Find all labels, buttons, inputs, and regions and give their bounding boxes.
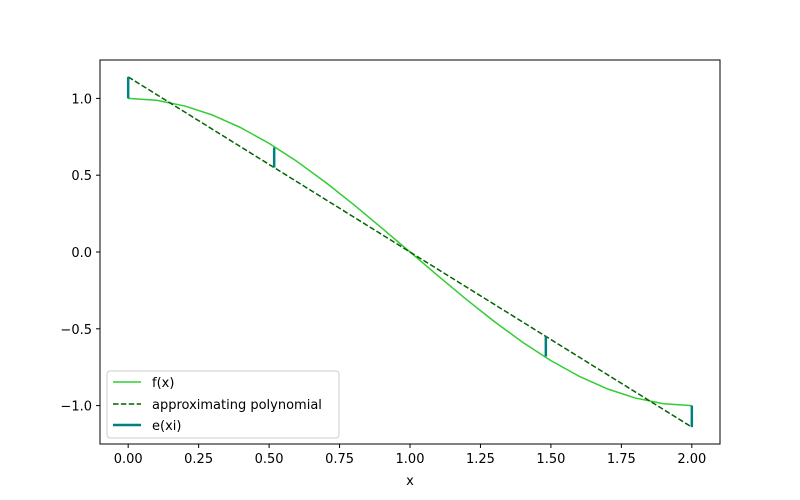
x-tick-label: 0.50 [255,452,284,467]
x-tick-label: 1.25 [466,452,495,467]
legend: f(x) approximating polynomial e(xi) [106,370,340,439]
x-ticks: 0.00 0.25 0.50 0.75 1.00 1.25 1.50 1.75 2.00 [114,444,706,467]
series-line-0 [128,97,692,407]
x-tick-label: 0.00 [114,452,143,467]
y-ticks: −1.0 −0.5 0.0 0.5 1.0 [60,92,100,415]
series-layer [127,76,693,428]
x-tick-label: 2.00 [677,452,706,467]
legend-frame [106,370,340,439]
legend-label-f: f(x) [152,376,174,391]
error-bars-layer [126,76,694,428]
x-tick-label: 0.25 [184,452,213,467]
legend-label-error: e(xi) [152,419,181,434]
x-tick-label: 1.50 [536,452,565,467]
x-tick-label: 0.75 [325,452,354,467]
legend-label-polynomial: approximating polynomial [152,398,322,413]
y-tick-label: 1.0 [71,92,92,107]
x-tick-label: 1.75 [607,452,636,467]
y-tick-label: −1.0 [60,400,92,415]
x-tick-label: 1.00 [396,452,425,467]
y-tick-label: −0.5 [60,323,92,338]
y-tick-label: 0.5 [71,169,92,184]
y-tick-label: 0.0 [71,246,92,261]
x-axis-label: x [406,474,414,489]
